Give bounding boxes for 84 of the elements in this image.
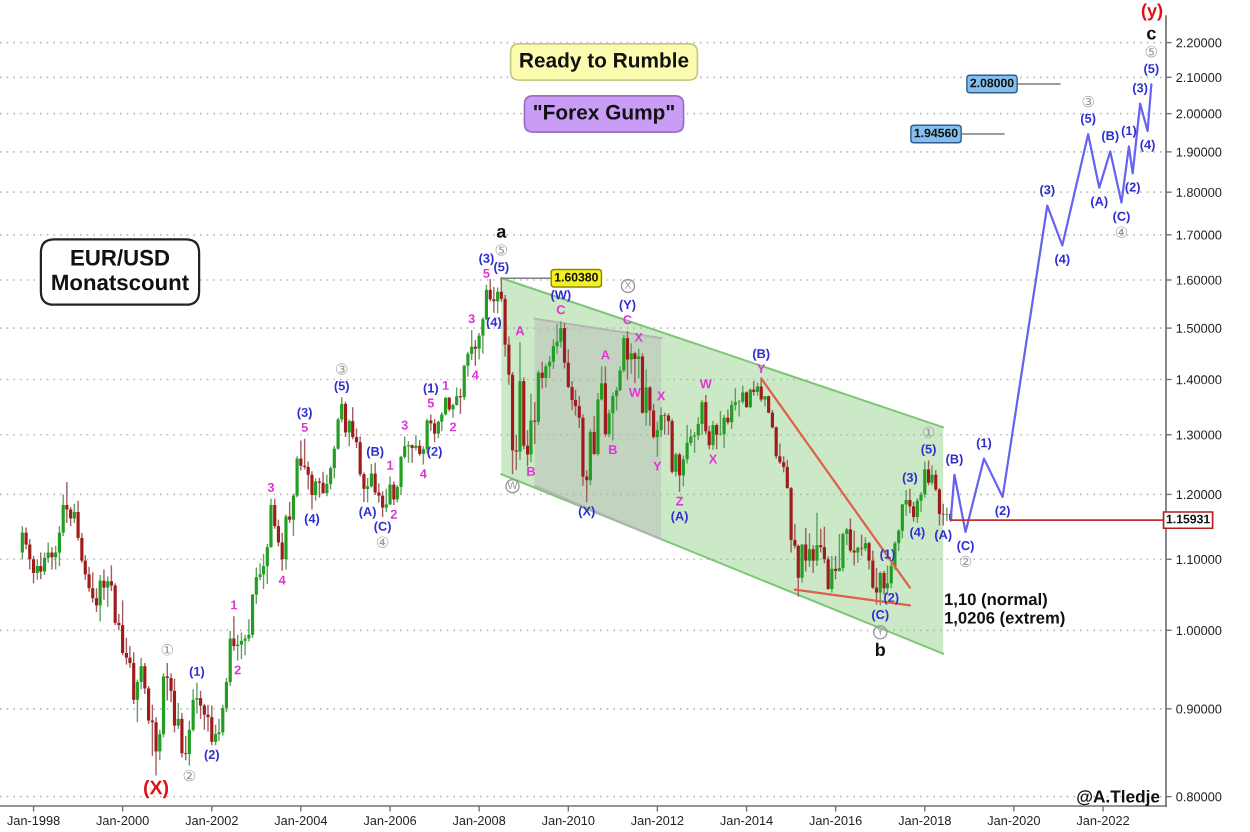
candlestick <box>102 568 106 601</box>
candlestick <box>414 434 418 452</box>
candlestick <box>98 574 102 623</box>
candlestick <box>637 348 641 380</box>
candlestick <box>210 704 214 747</box>
candlestick <box>165 662 169 702</box>
candlestick <box>317 477 321 499</box>
candlestick <box>132 651 136 705</box>
candlestick <box>35 558 39 581</box>
candlestick <box>343 400 348 438</box>
candlestick <box>830 555 834 594</box>
candlestick <box>351 406 355 441</box>
candlestick <box>321 471 325 495</box>
candlestick <box>611 391 615 442</box>
candlestick <box>284 513 288 571</box>
candlestick <box>288 501 292 524</box>
candlestick <box>20 525 24 560</box>
text: "Forex Gump" <box>534 104 674 124</box>
candlestick <box>677 452 682 493</box>
candlestick <box>310 470 314 511</box>
candlestick <box>492 286 496 314</box>
candlestick <box>930 464 934 486</box>
candlestick <box>878 570 882 607</box>
candlestick <box>433 418 437 443</box>
candlestick <box>807 532 812 568</box>
candlestick <box>915 497 919 524</box>
annotation: (y) <box>1141 3 1163 21</box>
candlestick <box>945 506 949 522</box>
candlestick <box>388 475 392 506</box>
candlestick <box>715 422 719 450</box>
candlestick <box>473 339 477 367</box>
candlestick <box>529 392 533 463</box>
candlestick <box>811 544 815 574</box>
candlestick <box>804 527 808 573</box>
candlestick <box>239 631 244 660</box>
candlestick <box>711 420 715 451</box>
annotation: @A.Tledje <box>1077 789 1160 807</box>
text: Ready to Rumble <box>520 52 689 72</box>
candlestick <box>882 570 886 596</box>
candlestick <box>373 462 377 496</box>
annotation: a <box>496 227 507 238</box>
candlestick <box>625 330 630 381</box>
candlestick <box>381 490 385 518</box>
candlestick <box>759 379 763 403</box>
candlestick <box>180 712 184 759</box>
candlestick <box>644 368 648 427</box>
candlestick <box>176 702 180 730</box>
annotation: 1,10 (normal) 1,0206 (extrem) <box>945 592 1065 628</box>
candlestick <box>592 415 596 456</box>
annotation: EUR/USD Monatscount <box>52 249 189 291</box>
candlestick <box>885 564 890 596</box>
annotation: b <box>875 642 886 657</box>
candlestick <box>722 414 726 449</box>
candlestick <box>91 571 95 604</box>
candlestick <box>841 531 845 573</box>
candlestick <box>42 551 47 576</box>
candlestick <box>663 412 667 436</box>
candlestick <box>121 599 125 657</box>
candlestick <box>748 387 752 409</box>
annotation: c <box>1147 29 1156 40</box>
candlestick <box>800 543 804 584</box>
candlestick <box>629 342 633 375</box>
candlestick <box>172 678 177 734</box>
candlestick <box>72 503 76 524</box>
candlestick <box>856 545 860 564</box>
candlestick <box>674 452 678 478</box>
candlestick <box>299 439 303 472</box>
candlestick <box>496 286 500 315</box>
candlestick <box>837 533 841 573</box>
candlestick <box>763 395 767 408</box>
candlestick <box>50 546 54 571</box>
candlestick <box>39 551 43 580</box>
candlestick <box>815 511 819 567</box>
candlestick <box>325 474 329 497</box>
candlestick <box>633 351 637 384</box>
annotation: (X) <box>144 780 169 799</box>
candlestick <box>458 387 463 415</box>
candlestick <box>908 488 912 514</box>
candlestick <box>106 575 110 608</box>
candlestick <box>347 418 351 447</box>
candlestick <box>559 320 563 349</box>
candlestick <box>314 477 318 502</box>
candlestick <box>700 399 704 436</box>
candlestick <box>544 363 548 389</box>
